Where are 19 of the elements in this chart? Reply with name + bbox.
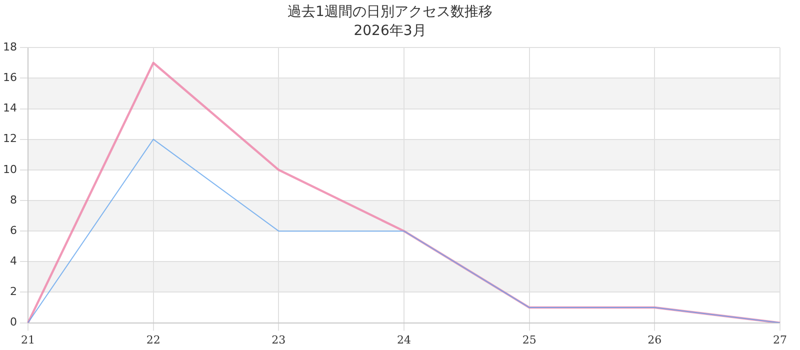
y-tick-label: 12	[2, 132, 17, 146]
y-tick-label: 18	[2, 40, 17, 54]
x-tick-label: 23	[272, 333, 286, 346]
x-tick-label: 22	[146, 333, 160, 346]
y-tick-label: 2	[10, 285, 17, 298]
y-tick-label: 0	[10, 316, 17, 329]
y-tick-label: 16	[2, 71, 17, 84]
chart-title: 過去1週間の日別アクセス数推移	[288, 4, 492, 20]
y-tick-label: 6	[10, 224, 17, 237]
x-tick-label: 21	[20, 333, 35, 346]
x-tick-label: 25	[522, 333, 536, 346]
y-tick-label: 10	[2, 162, 17, 176]
x-tick-label: 24	[397, 333, 411, 346]
chart-subtitle: 2026年3月	[354, 22, 426, 39]
y-tick-label: 8	[10, 193, 17, 206]
y-tick-label: 14	[2, 102, 17, 115]
x-tick-label: 27	[773, 333, 787, 346]
y-tick-label: 4	[10, 254, 17, 268]
x-tick-label: 26	[648, 333, 662, 346]
